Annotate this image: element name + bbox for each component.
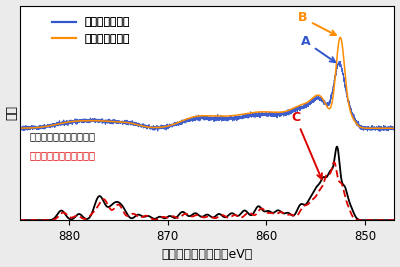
Text: 本研究理論解析（実線）: 本研究理論解析（実線） (29, 131, 95, 141)
Text: C: C (291, 111, 322, 179)
Legend: 従来の実験結果, 本研究実験結果: 従来の実験結果, 本研究実験結果 (48, 13, 134, 48)
Text: A: A (301, 35, 335, 62)
X-axis label: 電子のエネルギー（eV）: 電子のエネルギー（eV） (162, 249, 253, 261)
Text: B: B (298, 11, 336, 35)
Y-axis label: 強度: 強度 (6, 105, 18, 120)
Text: 従来の理論解析（破線）: 従来の理論解析（破線） (29, 150, 95, 160)
